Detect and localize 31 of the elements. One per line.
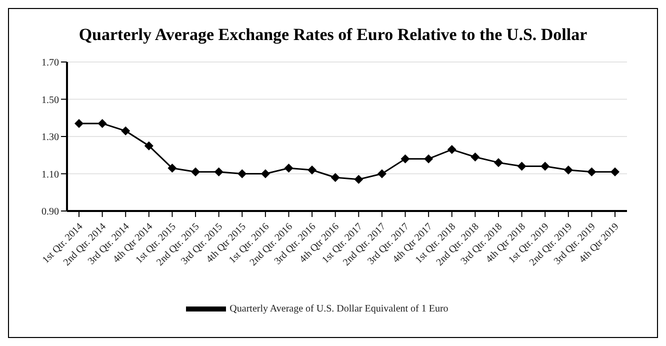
point [587,167,596,176]
point [517,162,526,171]
point [424,154,434,164]
y-tick-label: 0.90 [42,206,59,218]
point [564,166,573,175]
point [121,126,130,136]
point [260,169,270,178]
chart-title: Quarterly Average Exchange Rates of Euro Relative to the U.S. Dollar [78,25,588,45]
y-tick-label: 1.10 [42,169,59,180]
point [494,158,503,168]
y-tick-label: 1.30 [42,132,59,144]
point [377,169,386,178]
legend-label: Quarterly Average of U.S. Dollar Equivalent of 1 Euro [230,303,448,314]
point [98,118,107,128]
point [540,162,550,171]
point [191,167,200,176]
point [238,169,247,178]
y-tick-label: 1.50 [42,94,59,106]
point [610,167,620,176]
point [284,164,294,173]
point [168,164,177,173]
point [74,118,84,128]
point [308,166,317,175]
point [330,172,340,182]
point [354,174,364,184]
point [447,145,456,154]
point [214,167,224,176]
point [470,152,480,162]
y-tick-label: 1.70 [42,58,59,69]
point [144,141,154,150]
point [400,154,410,164]
